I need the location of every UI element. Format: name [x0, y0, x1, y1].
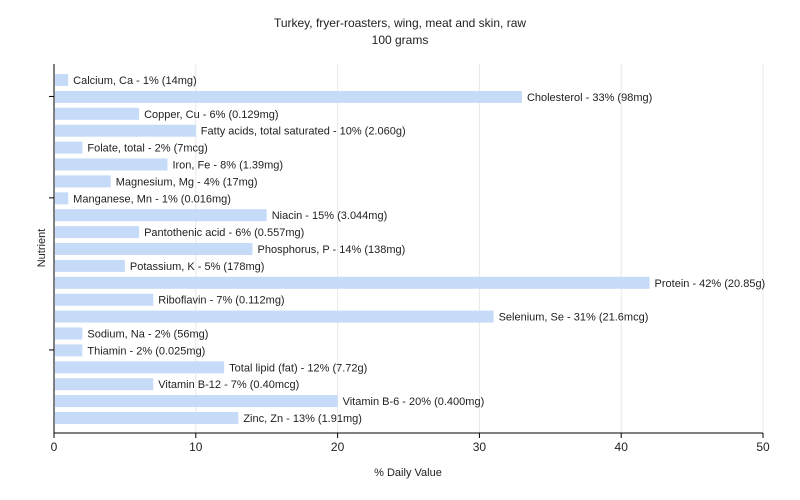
bar-protein: [55, 276, 650, 289]
bar-data-label: Cholesterol - 33% (98mg): [527, 92, 652, 104]
axes: 0 10 20 30 40 50: [49, 64, 770, 454]
bar-data-label: Pantothenic acid - 6% (0.557mg): [144, 227, 304, 239]
bar-data-label: Manganese, Mn - 1% (0.016mg): [73, 193, 231, 205]
bar-zinc-zn: [55, 412, 239, 424]
bar-magnesium-mg: [55, 175, 111, 188]
chart-subtitle: 100 grams: [372, 33, 429, 47]
bar-phosphorus-p: [55, 243, 253, 255]
chart-title: Turkey, fryer-roasters, wing, meat and s…: [274, 16, 526, 30]
x-tick-label: 0: [51, 440, 58, 454]
bar-data-label: Fatty acids, total saturated - 10% (2.06…: [201, 126, 406, 138]
bar-total-lipid-fat: [55, 361, 225, 374]
bar-data-label: Copper, Cu - 6% (0.129mg): [144, 109, 279, 121]
x-tick-label: 50: [756, 440, 770, 454]
bar-calcium-ca: [55, 74, 69, 86]
bar-vitamin-b-6: [55, 395, 338, 408]
bar-data-label: Folate, total - 2% (7mcg): [87, 143, 207, 155]
bar-iron-fe: [55, 158, 168, 171]
bar-potassium-k: [55, 259, 125, 272]
bar-data-label: Riboflavin - 7% (0.112mg): [158, 295, 284, 307]
bar-riboflavin: [55, 293, 154, 306]
bar-labels: Calcium, Ca - 1% (14mg) Cholesterol - 33%…: [73, 75, 765, 425]
x-tick-label: 10: [189, 440, 203, 454]
bar-fatty-acids-total-saturated: [55, 124, 196, 137]
x-tick-label: 30: [473, 440, 487, 454]
bar-data-label: Protein - 42% (20.85g): [655, 278, 766, 290]
bar-sodium-na: [55, 327, 83, 340]
bar-manganese-mn: [55, 192, 69, 205]
bar-vitamin-b-12: [55, 378, 154, 391]
y-axis-label: Nutrient: [36, 229, 48, 268]
bar-pantothenic-acid: [55, 226, 140, 239]
x-tick-label: 20: [331, 440, 345, 454]
bar-niacin: [55, 209, 267, 222]
bar-folate-total: [55, 141, 83, 154]
bar-data-label: Magnesium, Mg - 4% (17mg): [116, 176, 258, 188]
bar-data-label: Calcium, Ca - 1% (14mg): [73, 75, 196, 87]
bar-data-label: Potassium, K - 5% (178mg): [130, 261, 265, 273]
bar-data-label: Zinc, Zn - 13% (1.91mg): [243, 413, 362, 425]
x-axis-label: % Daily Value: [374, 467, 442, 479]
bar-data-label: Iron, Fe - 8% (1.39mg): [172, 160, 283, 172]
bar-data-label: Niacin - 15% (3.044mg): [272, 210, 388, 222]
bar-data-label: Thiamin - 2% (0.025mg): [87, 345, 205, 357]
bar-data-label: Vitamin B-12 - 7% (0.40mcg): [158, 379, 299, 391]
bar-data-label: Vitamin B-6 - 20% (0.400mg): [343, 396, 485, 408]
bar-data-label: Phosphorus, P - 14% (138mg): [258, 244, 406, 256]
bar-selenium-se: [55, 310, 494, 323]
bar-data-label: Selenium, Se - 31% (21.6mcg): [499, 312, 649, 324]
bar-thiamin: [55, 344, 83, 357]
bar-copper-cu: [55, 107, 140, 120]
x-tick-label: 40: [615, 440, 629, 454]
bar-cholesterol: [55, 90, 522, 103]
bar-data-label: Sodium, Na - 2% (56mg): [87, 329, 208, 341]
bars: [55, 74, 650, 424]
bar-data-label: Total lipid (fat) - 12% (7.72g): [229, 362, 367, 374]
